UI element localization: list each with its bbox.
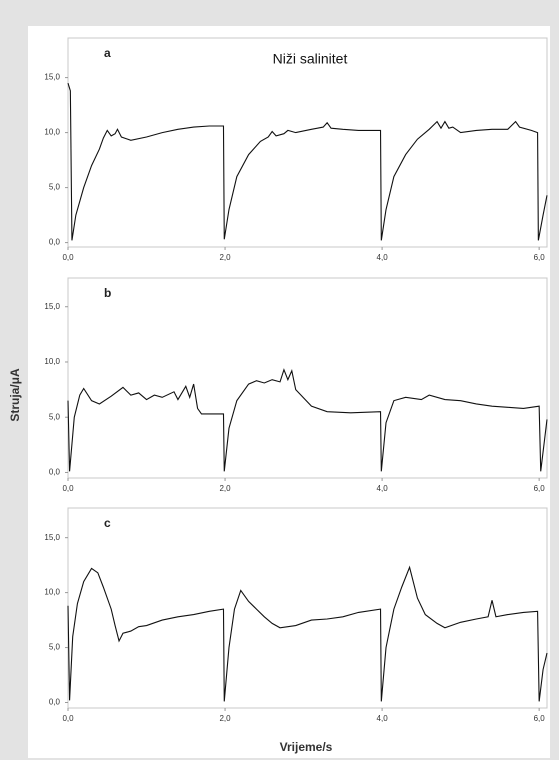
y-axis-label: Struja/μA [8, 368, 22, 422]
y-tick-label: 0,0 [49, 468, 61, 477]
plot-frame [67, 507, 548, 709]
y-tick-label: 15,0 [44, 73, 60, 82]
x-tick-label: 0,0 [62, 484, 74, 493]
y-tick-label: 5,0 [49, 183, 61, 192]
x-tick-label: 4,0 [377, 253, 389, 262]
y-tick-label: 15,0 [44, 302, 60, 311]
x-tick-label: 2,0 [219, 714, 231, 723]
y-tick-label: 10,0 [44, 128, 60, 137]
data-line [67, 368, 548, 472]
x-tick-label: 4,0 [377, 714, 389, 723]
x-tick-label: 6,0 [534, 484, 546, 493]
panel-label: c [104, 516, 111, 530]
panel-label: b [104, 286, 111, 300]
y-tick-label: 5,0 [49, 643, 61, 652]
plot-frame [67, 277, 548, 479]
data-line [67, 565, 548, 702]
x-tick-label: 2,0 [219, 253, 231, 262]
y-tick-label: 10,0 [44, 588, 60, 597]
x-tick-label: 2,0 [219, 484, 231, 493]
x-tick-label: 6,0 [534, 714, 546, 723]
y-tick-label: 10,0 [44, 357, 60, 366]
x-tick-label: 4,0 [377, 484, 389, 493]
y-tick-label: 0,0 [49, 238, 61, 247]
x-tick-label: 0,0 [62, 253, 74, 262]
y-tick-label: 0,0 [49, 698, 61, 707]
plot-frame [67, 37, 548, 248]
x-tick-label: 6,0 [534, 253, 546, 262]
x-axis-label: Vrijeme/s [280, 740, 333, 754]
x-tick-label: 0,0 [62, 714, 74, 723]
chart-title: Niži salinitet [273, 51, 348, 67]
y-tick-label: 5,0 [49, 412, 61, 421]
panel-label: a [104, 46, 111, 60]
y-tick-label: 15,0 [44, 533, 60, 542]
data-line [67, 82, 548, 241]
